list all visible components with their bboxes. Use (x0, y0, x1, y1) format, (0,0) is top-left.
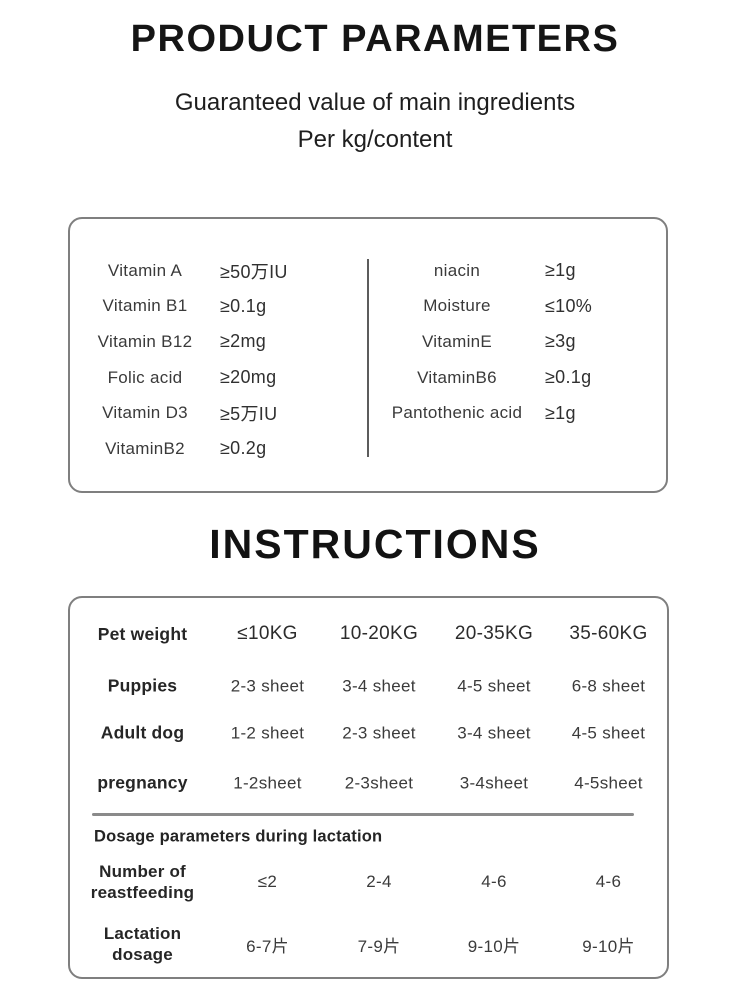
param-row-niacin: niacin ≥1g (369, 253, 664, 289)
param-label: Moisture (423, 296, 491, 316)
table-cell: 4-5sheet (574, 773, 643, 792)
param-label: Pantothenic acid (391, 403, 523, 423)
row-label: Adult dog (100, 722, 185, 743)
table-row-lactation-dosage: Lactation dosage 6-7片 7-9片 9-10片 9-10片 (70, 923, 667, 965)
column-header: ≤10KG (237, 623, 298, 644)
table-cell: 4-5 sheet (571, 723, 646, 742)
param-row-moisture: Moisture ≤10% (369, 289, 664, 325)
param-row-vitamin-b1: Vitamin B1 ≥0.1g (70, 289, 367, 325)
table-cell: 7-9片 (357, 936, 401, 956)
column-header: 10-20KG (339, 623, 419, 644)
table-cell: 2-3 sheet (230, 676, 305, 695)
parameters-panel: Vitamin A ≥50万IU Vitamin B1 ≥0.1g Vitami… (68, 217, 668, 493)
table-cell: 4-6 (481, 872, 507, 891)
param-row-vitamin-e: VitaminE ≥3g (369, 324, 664, 360)
subtitle-line-2: Per kg/content (297, 126, 453, 153)
param-label: Vitamin A (107, 260, 183, 280)
lactation-section-title: Dosage parameters during lactation (94, 827, 383, 846)
row-label: pregnancy (97, 772, 188, 793)
row-label: Puppies (107, 675, 178, 696)
table-cell: 9-10片 (467, 936, 521, 956)
param-row-vitamin-b12: Vitamin B12 ≥2mg (70, 324, 367, 360)
table-cell: 4-6 (595, 872, 622, 891)
parameters-left-column: Vitamin A ≥50万IU Vitamin B1 ≥0.1g Vitami… (70, 253, 367, 467)
table-cell: 9-10片 (582, 936, 635, 956)
table-cell: 3-4 sheet (457, 723, 531, 742)
column-header: 20-35KG (454, 623, 534, 644)
param-row-pantothenic-acid: Pantothenic acid ≥1g (369, 395, 664, 431)
page-subtitle: Guaranteed value of main ingredients Per… (0, 84, 750, 158)
table-cell: 6-8 sheet (571, 676, 646, 695)
table-row-pregnancy: pregnancy 1-2sheet 2-3sheet 3-4sheet 4-5… (70, 773, 667, 794)
table-cell: 2-3 sheet (342, 723, 416, 742)
table-cell: 2-3sheet (344, 773, 414, 792)
param-label: Vitamin D3 (102, 403, 188, 423)
param-row-vitamin-b6: VitaminB6 ≥0.1g (369, 360, 664, 396)
table-cell: 4-5 sheet (457, 676, 531, 695)
instructions-heading: INSTRUCTIONS (209, 521, 541, 567)
table-row-adult-dog: Adult dog 1-2 sheet 2-3 sheet 3-4 sheet … (70, 723, 667, 744)
table-cell: 1-2 sheet (230, 723, 305, 742)
param-value: ≥1g (545, 260, 576, 281)
param-value: ≥0.1g (545, 367, 592, 388)
param-label: Vitamin B1 (102, 296, 188, 316)
vertical-divider (367, 259, 369, 457)
table-cell: 2-4 (366, 872, 392, 891)
param-label: VitaminB2 (105, 438, 185, 458)
param-label: Vitamin B12 (97, 331, 193, 351)
param-value: ≥2mg (220, 331, 267, 352)
param-value: ≥1g (545, 402, 576, 423)
horizontal-divider (92, 813, 634, 816)
row-label: Lactation dosage (103, 924, 182, 964)
table-row-number-of-reastfeeding: Number of reastfeeding ≤2 2-4 4-6 4-6 (70, 861, 667, 903)
param-value: ≥0.1g (220, 295, 267, 316)
table-cell: 6-7片 (246, 936, 289, 956)
table-header-row: Pet weight ≤10KG 10-20KG 20-35KG 35-60KG (70, 623, 667, 645)
table-cell: ≤2 (257, 872, 278, 891)
parameters-right-column: niacin ≥1g Moisture ≤10% VitaminE ≥3g Vi… (369, 253, 664, 431)
page-title: PRODUCT PARAMETERS (130, 18, 620, 60)
param-value: ≥50万IU (220, 261, 288, 282)
param-row-vitamin-b2: VitaminB2 ≥0.2g (70, 431, 367, 467)
param-label: VitaminB6 (417, 367, 497, 387)
subtitle-line-1: Guaranteed value of main ingredients (174, 89, 576, 116)
table-cell: 3-4sheet (459, 773, 529, 792)
param-value: ≤10% (545, 295, 593, 316)
param-value: ≥20mg (220, 367, 277, 388)
param-row-vitamin-d3: Vitamin D3 ≥5万IU (70, 395, 367, 431)
table-row-puppies: Puppies 2-3 sheet 3-4 sheet 4-5 sheet 6-… (70, 676, 667, 697)
param-row-vitamin-a: Vitamin A ≥50万IU (70, 253, 367, 289)
instructions-panel: Pet weight ≤10KG 10-20KG 20-35KG 35-60KG… (68, 596, 669, 979)
param-value: ≥0.2g (220, 438, 267, 459)
param-label: niacin (433, 260, 481, 280)
column-header: 35-60KG (569, 623, 648, 644)
param-row-folic-acid: Folic acid ≥20mg (70, 360, 367, 396)
header-pet-weight: Pet weight (97, 623, 188, 644)
table-cell: 3-4 sheet (342, 676, 416, 695)
table-cell: 1-2sheet (233, 773, 302, 792)
param-value: ≥3g (545, 331, 576, 352)
param-value: ≥5万IU (220, 404, 278, 425)
param-label: VitaminE (421, 331, 493, 351)
row-label: Number of reastfeeding (90, 862, 195, 902)
param-label: Folic acid (107, 367, 183, 387)
